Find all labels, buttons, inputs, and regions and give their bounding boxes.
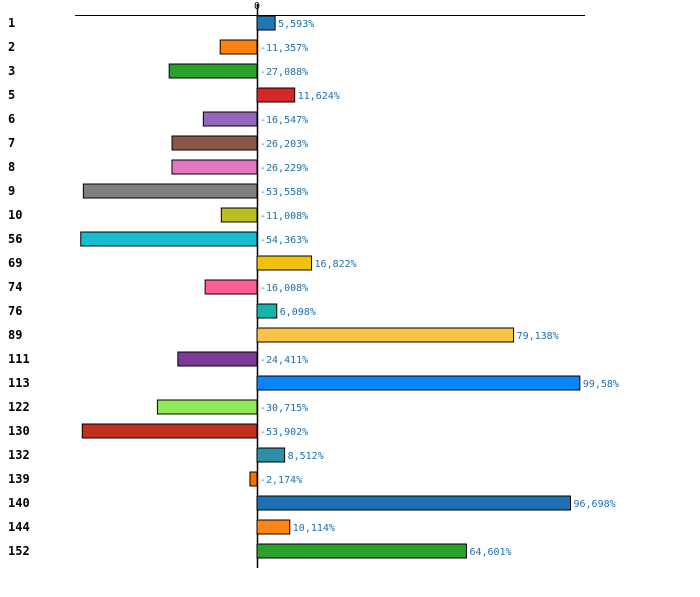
- value-label: 10,114%: [293, 523, 335, 534]
- value-label: 16,822%: [315, 259, 357, 270]
- value-label: -16,547%: [260, 115, 308, 126]
- value-label: -30,715%: [260, 403, 308, 414]
- category-label: 130: [8, 424, 30, 438]
- category-label: 89: [8, 328, 22, 342]
- bar: [177, 351, 258, 367]
- bar: [256, 543, 467, 559]
- category-label: 122: [8, 400, 30, 414]
- value-label: -16,008%: [260, 283, 308, 294]
- category-label: 8: [8, 160, 15, 174]
- bar: [256, 15, 276, 31]
- value-label: -24,411%: [260, 355, 308, 366]
- bar: [256, 519, 291, 535]
- category-label: 3: [8, 64, 15, 78]
- category-label: 5: [8, 88, 15, 102]
- bar: [219, 39, 258, 55]
- category-label: 76: [8, 304, 22, 318]
- bar: [81, 423, 258, 439]
- category-label: 152: [8, 544, 30, 558]
- bar: [256, 495, 571, 511]
- category-label: 111: [8, 352, 30, 366]
- bar: [171, 159, 258, 175]
- bar: [80, 231, 258, 247]
- value-label: 5,593%: [278, 19, 314, 30]
- category-label: 140: [8, 496, 30, 510]
- category-label: 10: [8, 208, 22, 222]
- category-label: 9: [8, 184, 15, 198]
- bar: [220, 207, 258, 223]
- category-label: 7: [8, 136, 15, 150]
- bar: [256, 87, 296, 103]
- category-label: 113: [8, 376, 30, 390]
- value-label: -27,088%: [260, 67, 308, 78]
- bar: [256, 327, 515, 343]
- value-label: 99,58%: [583, 379, 619, 390]
- value-label: -26,229%: [260, 163, 308, 174]
- value-label: -26,203%: [260, 139, 308, 150]
- value-label: -53,902%: [260, 427, 308, 438]
- category-label: 69: [8, 256, 22, 270]
- value-label: -53,558%: [260, 187, 308, 198]
- category-label: 74: [8, 280, 22, 294]
- value-label: 8,512%: [288, 451, 324, 462]
- bar: [204, 279, 258, 295]
- bar: [202, 111, 258, 127]
- value-label: -54,363%: [260, 235, 308, 246]
- value-label: -2,174%: [260, 475, 302, 486]
- bar: [171, 135, 258, 151]
- bar: [256, 303, 278, 319]
- value-label: 6,098%: [280, 307, 316, 318]
- bar: [256, 447, 286, 463]
- category-label: 132: [8, 448, 30, 462]
- category-label: 1: [8, 16, 15, 30]
- value-label: 64,601%: [469, 547, 511, 558]
- value-label: -11,008%: [260, 211, 308, 222]
- value-label: 79,138%: [517, 331, 559, 342]
- bar: [256, 255, 313, 271]
- bar: [168, 63, 258, 79]
- category-label: 139: [8, 472, 30, 486]
- zero-tick-label: 0: [254, 1, 260, 12]
- category-label: 2: [8, 40, 15, 54]
- bars-group: 1 5,593% 2 -11,357% 3 -27,088% 5 11,624% 6 -16,54…: [8, 15, 619, 559]
- value-label: 11,624%: [298, 91, 340, 102]
- bar: [249, 471, 258, 487]
- bar: [82, 183, 258, 199]
- bar: [256, 375, 581, 391]
- category-label: 6: [8, 112, 15, 126]
- value-label: 96,698%: [573, 499, 615, 510]
- bar: [156, 399, 258, 415]
- category-label: 56: [8, 232, 22, 246]
- category-label: 144: [8, 520, 30, 534]
- value-label: -11,357%: [260, 43, 308, 54]
